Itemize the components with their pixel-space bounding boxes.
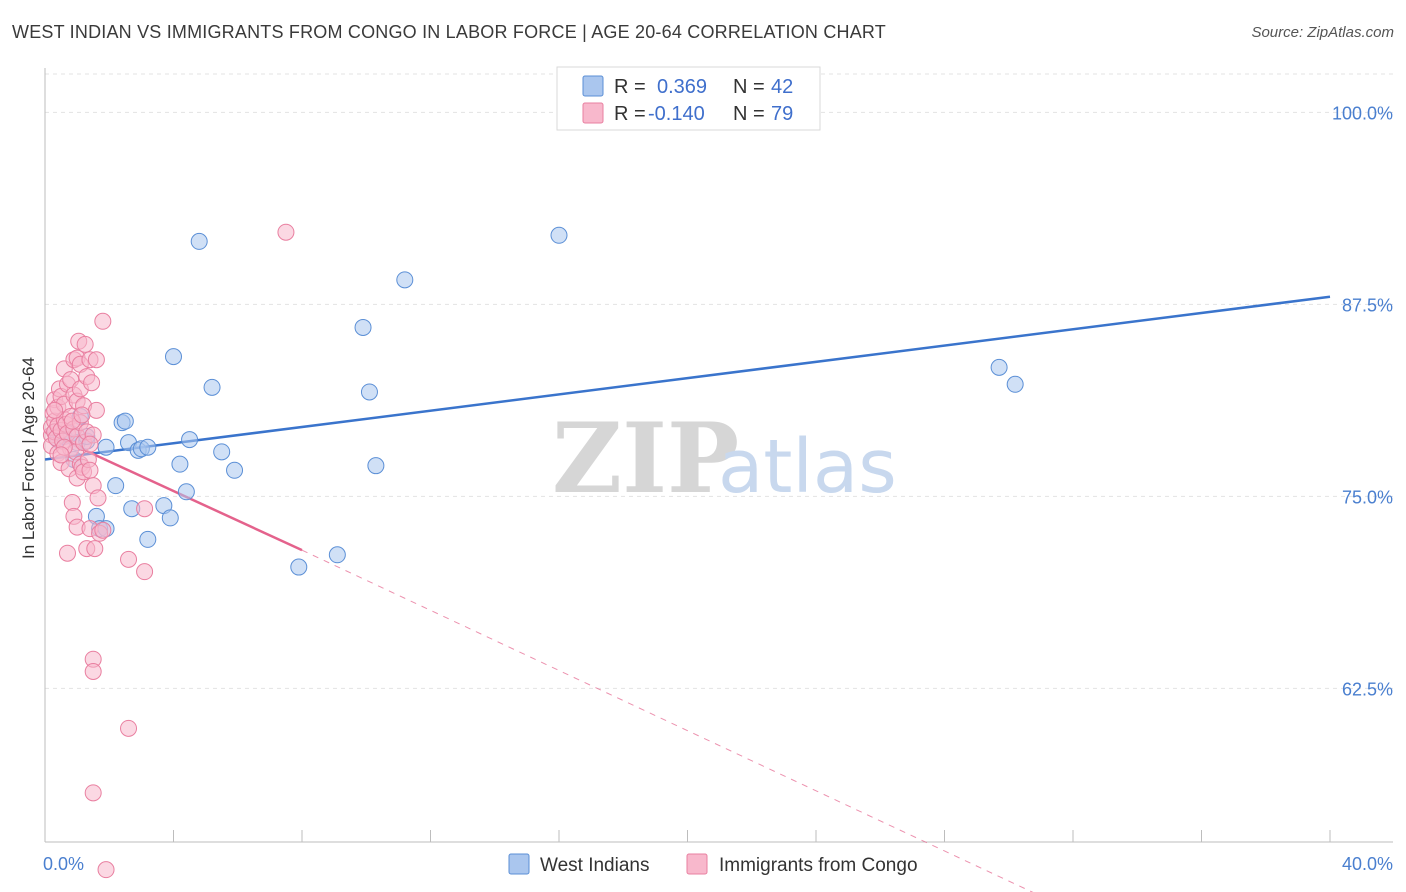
west-point	[97, 438, 115, 456]
y-tick-label: 87.5%	[1342, 295, 1393, 315]
congo-point	[81, 461, 99, 479]
congo-point	[84, 784, 102, 802]
y-axis-label: In Labor Force | Age 20-64	[19, 357, 38, 559]
west-point	[107, 477, 125, 495]
legend-congo-r-value: -0.140	[648, 103, 705, 125]
legend-congo-n-value: 79	[771, 103, 793, 125]
data-points	[42, 223, 1024, 879]
bottom-legend-west-label: West Indians	[540, 855, 649, 876]
west-point	[354, 318, 372, 336]
legend-west-n-value: 42	[771, 76, 793, 98]
axes	[44, 68, 1393, 843]
congo-point	[87, 401, 105, 419]
source-label: Source: ZipAtlas.com	[1251, 24, 1394, 41]
west-point	[161, 509, 179, 527]
west-point	[1006, 375, 1024, 393]
chart-title: WEST INDIAN VS IMMIGRANTS FROM CONGO IN …	[12, 22, 886, 42]
watermark: ZIP atlas	[552, 402, 897, 515]
congo-point	[94, 521, 112, 539]
y-tick-label: 75.0%	[1342, 487, 1393, 507]
legend-congo-r-label: R =	[614, 103, 646, 125]
congo-point	[277, 223, 295, 241]
bottom-legend-west-swatch	[508, 853, 530, 875]
congo-point	[120, 719, 138, 737]
stats-legend: R = 0.369 N = 42 R = -0.140 N = 79	[556, 66, 821, 131]
watermark-zip: ZIP	[552, 402, 739, 515]
bottom-legend-congo-swatch	[686, 853, 708, 875]
legend-west-r-label: R =	[614, 76, 646, 98]
west-point	[139, 530, 157, 548]
x-tick-label-max: 40.0%	[1342, 854, 1393, 874]
west-point	[550, 226, 568, 244]
watermark-atlas: atlas	[718, 424, 897, 510]
x-tick-label-min: 0.0%	[43, 854, 84, 874]
west-point	[116, 412, 134, 430]
legend-west-r-value: 0.369	[657, 76, 707, 98]
west-point	[181, 431, 199, 449]
bottom-legend-congo-label: Immigrants from Congo	[719, 855, 918, 876]
congo-point	[136, 500, 154, 518]
congo-point	[83, 374, 101, 392]
west-point	[171, 455, 189, 473]
series-legend: West Indians Immigrants from Congo	[508, 853, 918, 876]
legend-west-n-label: N =	[733, 76, 765, 98]
west-point	[990, 358, 1008, 376]
congo-point	[58, 544, 76, 562]
congo-point	[97, 861, 115, 879]
west-point	[165, 348, 182, 366]
congo-point	[94, 312, 112, 330]
west-point	[367, 457, 385, 475]
west-point	[213, 443, 231, 461]
congo-point	[120, 550, 138, 568]
congo-point	[76, 335, 94, 353]
congo-point	[136, 563, 154, 581]
legend-congo-n-label: N =	[733, 103, 765, 125]
grid-lines	[45, 73, 1393, 689]
west-point	[328, 546, 346, 564]
west-point	[177, 483, 195, 501]
y-tick-label: 62.5%	[1342, 679, 1393, 699]
congo-point	[87, 351, 105, 369]
trend-lines	[44, 295, 1331, 892]
congo-point	[46, 401, 64, 419]
west-point	[203, 378, 221, 396]
west-point	[360, 383, 378, 401]
congo-point	[73, 406, 91, 424]
tick-labels: 100.0% 87.5% 75.0% 62.5% 0.0% 40.0%	[43, 103, 1393, 874]
congo-point	[81, 435, 99, 453]
congo-trend-extension	[301, 549, 1034, 892]
legend-congo-swatch	[582, 102, 604, 124]
congo-point	[89, 489, 107, 507]
west-point	[396, 271, 414, 289]
west-point	[190, 232, 208, 250]
legend-west-swatch	[582, 75, 604, 97]
congo-point	[52, 446, 70, 464]
west-point	[139, 438, 157, 456]
congo-point	[86, 540, 104, 558]
west-point	[226, 461, 244, 479]
congo-point	[84, 663, 102, 681]
west-point	[290, 558, 308, 576]
y-tick-label: 100.0%	[1332, 103, 1393, 123]
west-trend-line	[44, 295, 1331, 461]
